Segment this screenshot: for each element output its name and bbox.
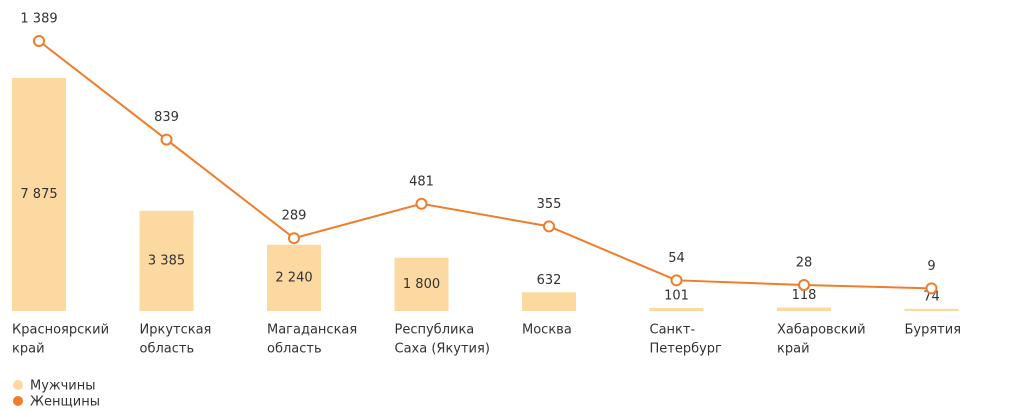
line-value-label: 1 389 [20, 12, 57, 27]
x-tick-label: край [777, 342, 810, 357]
bar-value-label: 632 [537, 273, 562, 288]
legend-swatch [13, 396, 23, 406]
legend-label: Женщины [30, 395, 100, 410]
bar [522, 292, 576, 311]
bar [139, 210, 194, 311]
line-point [798, 278, 810, 291]
x-tick-label: Республика [395, 323, 475, 338]
line-point [670, 274, 683, 287]
bar [267, 244, 321, 311]
line-value-label: 481 [409, 174, 434, 189]
bar-value-label: 74 [923, 289, 940, 304]
x-tick-label: область [267, 342, 322, 357]
line-point [543, 220, 555, 233]
x-tick-label: Бурятия [905, 323, 962, 338]
bar-value-label: 118 [792, 288, 817, 303]
line-value-label: 9 [927, 259, 935, 274]
bar [904, 308, 959, 311]
line-value-label: 28 [796, 255, 813, 270]
x-tick-label: Санкт- [650, 323, 696, 338]
line-point [925, 282, 938, 295]
x-tick-label: Хабаровский [777, 323, 866, 338]
legend-label: Мужчины [30, 379, 96, 394]
line-value-label: 839 [154, 110, 179, 125]
bar [12, 78, 66, 311]
line [38, 40, 932, 290]
legend-swatch [13, 380, 23, 390]
line-value-label: 289 [282, 209, 307, 224]
bar-value-label: 1 800 [403, 277, 440, 292]
bar-value-label: 2 240 [275, 270, 312, 285]
line-point [415, 197, 428, 210]
bar [394, 257, 449, 311]
bar-value-label: 3 385 [148, 253, 185, 268]
x-tick-label: Иркутская [140, 323, 212, 338]
bar-value-label: 101 [664, 289, 689, 304]
bar [777, 307, 831, 311]
line-value-label: 355 [537, 197, 562, 212]
x-tick-label: Красноярский [12, 323, 109, 338]
line-point [33, 35, 45, 47]
line-point [160, 133, 173, 146]
bar-value-label: 7 875 [20, 187, 57, 202]
x-tick-label: Петербург [650, 342, 723, 357]
bar [649, 308, 704, 311]
x-tick-label: Магаданская [267, 323, 357, 338]
x-tick-label: край [12, 342, 45, 357]
x-tick-label: Москва [522, 323, 572, 338]
x-tick-label: область [140, 342, 195, 357]
line-point [288, 232, 300, 245]
line-value-label: 54 [668, 251, 685, 266]
x-tick-label: Саха (Якутия) [395, 342, 490, 357]
